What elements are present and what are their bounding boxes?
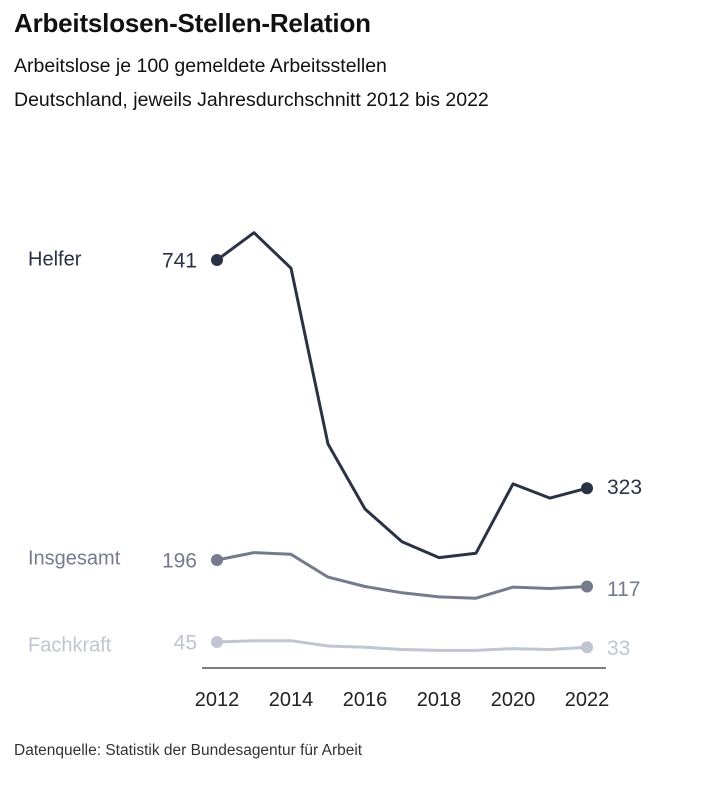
- end-value-label-helfer: 323: [607, 476, 642, 499]
- end-point-fachkraft: [581, 641, 593, 654]
- chart-subtitle-region: Deutschland, jeweils Jahresdurchschnitt …: [14, 89, 489, 111]
- start-point-insgesamt: [211, 554, 223, 566]
- series-layer: Helfer 741 323 Insgesamt 196 117 Fachkraft 45 33: [28, 231, 642, 660]
- start-value-label-insgesamt: 196: [162, 550, 197, 573]
- start-value-label-fachkraft: 45: [174, 632, 197, 655]
- x-axis-ticks: 2012 2014 2016 2018 2020 2022: [195, 689, 610, 711]
- x-tick-label-2022: 2022: [565, 689, 610, 711]
- series-line-insgesamt: [215, 551, 589, 600]
- start-point-helfer: [211, 254, 223, 266]
- series-line-helfer: [215, 231, 589, 560]
- x-tick-label-2016: 2016: [343, 689, 388, 711]
- end-value-label-insgesamt: 117: [607, 578, 640, 601]
- end-value-label-fachkraft: 33: [607, 637, 630, 660]
- x-tick-label-2018: 2018: [417, 689, 462, 711]
- end-point-insgesamt: [581, 580, 593, 593]
- data-source: Datenquelle: Statistik der Bundesagentur…: [14, 742, 363, 759]
- x-tick-label-2012: 2012: [195, 689, 240, 711]
- series-name-helfer: Helfer: [28, 248, 82, 270]
- series-name-insgesamt: Insgesamt: [28, 547, 121, 569]
- end-point-helfer: [581, 482, 593, 495]
- series-name-fachkraft: Fachkraft: [28, 634, 112, 656]
- start-value-label-helfer: 741: [162, 250, 197, 273]
- start-point-fachkraft: [211, 636, 223, 648]
- x-tick-label-2020: 2020: [491, 689, 536, 711]
- chart-title: Arbeitslosen-Stellen-Relation: [14, 8, 371, 38]
- x-tick-label-2014: 2014: [269, 689, 314, 711]
- series-line-fachkraft: [215, 639, 589, 652]
- chart-subtitle: Arbeitslose je 100 gemeldete Arbeitsstel…: [14, 55, 387, 77]
